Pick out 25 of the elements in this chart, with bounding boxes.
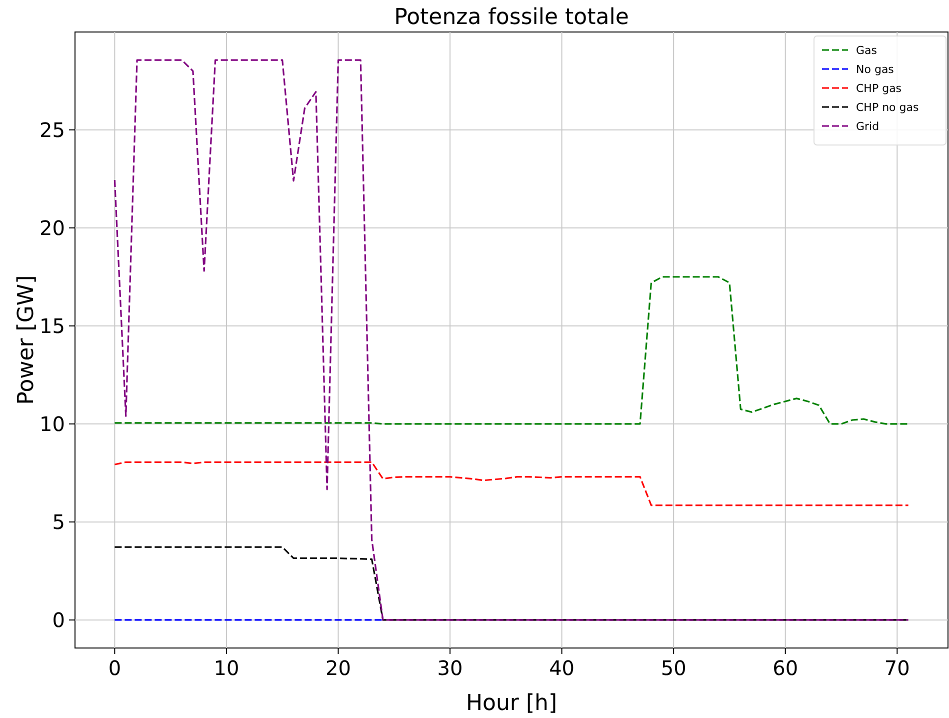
x-axis-title: Hour [h] — [466, 691, 558, 716]
legend-label: No gas — [856, 63, 894, 76]
x-tick-label: 0 — [108, 656, 122, 680]
y-tick-label: 25 — [40, 118, 65, 142]
y-tick-label: 0 — [52, 608, 65, 632]
y-tick-label: 5 — [52, 510, 65, 534]
chart-title: Potenza fossile totale — [394, 5, 629, 30]
y-tick-label: 15 — [40, 314, 65, 338]
line-series — [114, 276, 910, 425]
legend-label: Gas — [856, 44, 878, 57]
y-axis-title: Power [GW] — [14, 275, 39, 405]
y-tick-label: 10 — [40, 412, 65, 436]
line-series — [114, 461, 910, 506]
x-tick-label: 30 — [437, 656, 463, 680]
line-series — [114, 546, 910, 621]
x-tick-label: 70 — [884, 656, 910, 680]
legend-label: CHP no gas — [856, 101, 920, 114]
x-tick-label: 40 — [549, 656, 575, 680]
legend-label: Grid — [856, 120, 880, 133]
y-tick-label: 20 — [40, 216, 65, 240]
x-tick-label: 10 — [214, 656, 240, 680]
x-tick-label: 50 — [660, 656, 686, 680]
legend-label: CHP gas — [856, 82, 902, 95]
x-tick-label: 20 — [326, 656, 351, 680]
x-tick-label: 60 — [772, 656, 798, 680]
